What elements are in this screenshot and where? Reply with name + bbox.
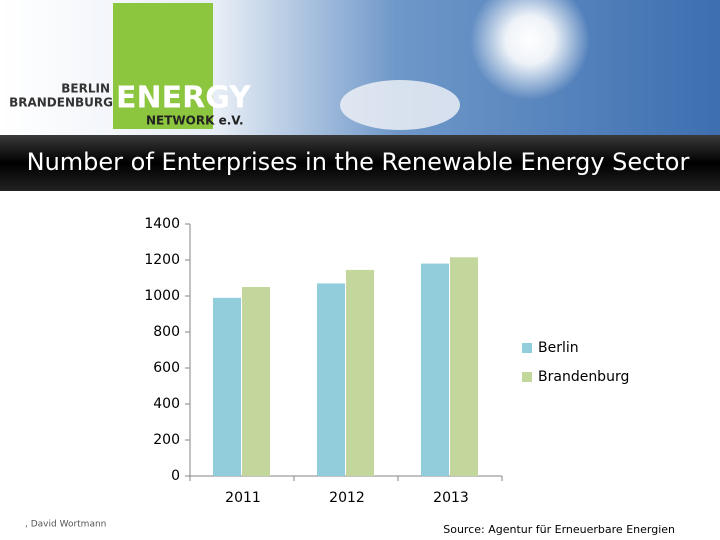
title-band [0, 135, 720, 191]
source: Source: Agentur für Erneuerbare Energien [443, 523, 675, 536]
logo-box [113, 3, 213, 129]
bar [317, 283, 345, 476]
y-tick-label: 400 [153, 396, 180, 412]
bar [421, 263, 449, 476]
x-tick-label: 2012 [329, 490, 365, 506]
bar [242, 287, 270, 476]
x-tick-label: 2011 [225, 490, 261, 506]
y-tick-label: 600 [153, 360, 180, 376]
cloud [340, 80, 460, 130]
logo-word: ENERGY [116, 81, 252, 116]
logo-text: BRANDENBURG [9, 96, 113, 110]
y-tick-label: 800 [153, 324, 180, 340]
sun [470, 0, 590, 100]
bar [213, 297, 241, 476]
y-tick-label: 1200 [144, 252, 180, 268]
legend-swatch [522, 372, 532, 382]
chart-title: Number of Enterprises in the Renewable E… [27, 148, 690, 176]
logo-text: NETWORK e.V. [146, 114, 244, 128]
legend-swatch [522, 343, 532, 353]
y-tick-label: 1000 [144, 288, 180, 304]
legend-label: Berlin [538, 340, 579, 356]
logo-text: BERLIN [61, 82, 110, 96]
y-tick-label: 0 [171, 468, 180, 484]
y-tick-label: 1400 [144, 216, 180, 232]
y-tick-label: 200 [153, 432, 180, 448]
author: , David Wortmann [25, 520, 106, 530]
legend-label: Brandenburg [538, 369, 629, 385]
bar [346, 269, 374, 476]
bar [450, 257, 478, 476]
x-tick-label: 2013 [433, 490, 469, 506]
